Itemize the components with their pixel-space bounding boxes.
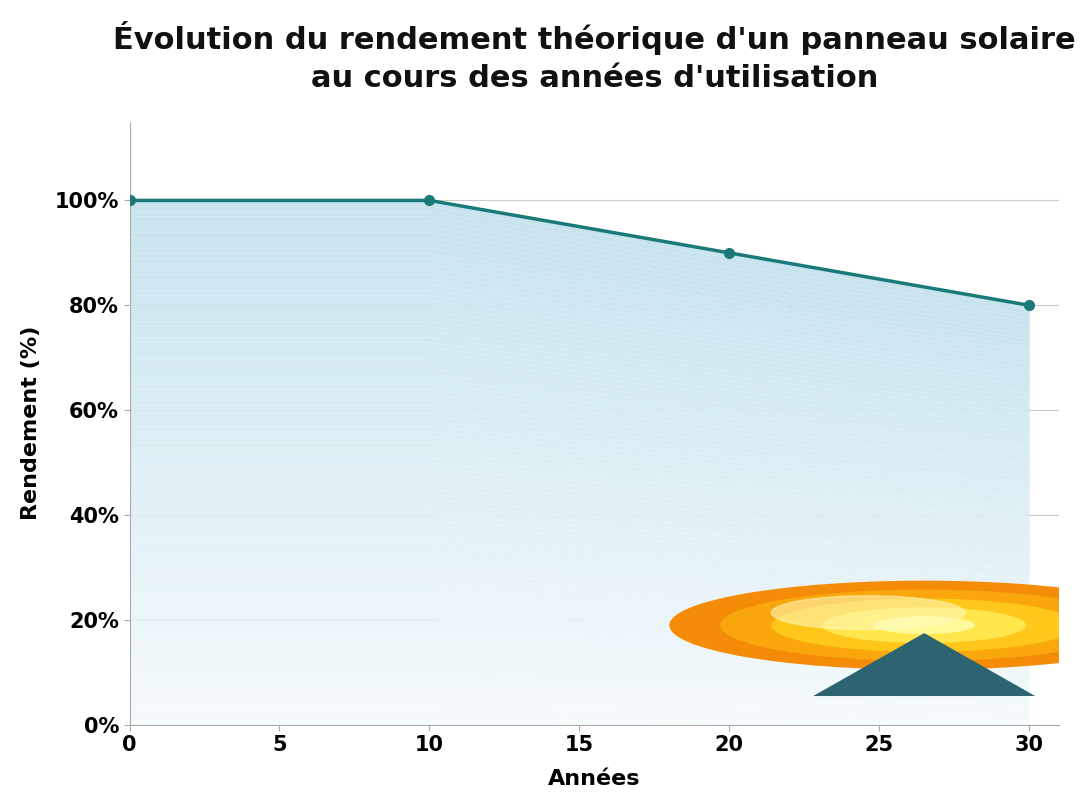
Title: Évolution du rendement théorique d'un panneau solaire
au cours des années d'util: Évolution du rendement théorique d'un pa… [113,21,1076,93]
Polygon shape [813,633,1035,696]
X-axis label: Années: Années [548,770,640,789]
Circle shape [822,608,1026,643]
Circle shape [771,596,966,629]
Circle shape [670,581,1080,670]
Circle shape [720,590,1080,661]
Circle shape [771,599,1077,652]
Y-axis label: Rendement (%): Rendement (%) [21,326,41,521]
Circle shape [874,616,975,634]
